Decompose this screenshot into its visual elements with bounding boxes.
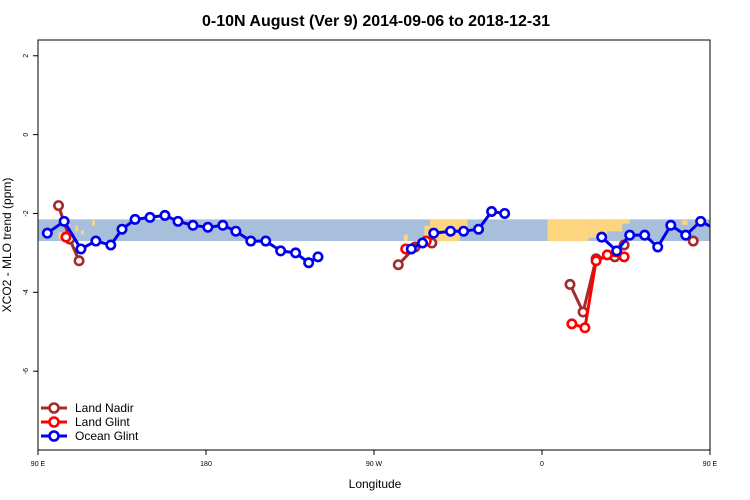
land-patch [92,220,95,226]
data-point-ocean-glint [405,243,417,255]
legend-item-land-nadir: Land Nadir [41,401,134,415]
data-point-ocean-glint [116,223,128,235]
legend-marker-ocean-glint [48,430,60,442]
legend: Land Nadir Land Glint Ocean Glint [41,401,139,443]
data-point-ocean-glint [159,209,171,221]
y-tick-label: 2 [23,54,30,58]
data-point-land-nadir [726,201,734,209]
land-patch [80,230,84,235]
data-point-land-glint [566,318,578,330]
data-point-ocean-glint [129,213,141,225]
data-point-ocean-glint [596,231,608,243]
y-axis: 2 0 -2 -4 -6 [23,54,38,374]
land-patch [424,225,430,242]
y-axis-label: XCO2 - MLO trend (ppm) [0,178,14,313]
x-tick-label: 90 E [703,461,718,468]
legend-item-ocean-glint: Ocean Glint [41,429,139,443]
data-point-land-glint [601,249,613,261]
data-point-land-glint [590,255,602,267]
data-point-ocean-glint [217,219,229,231]
data-point-ocean-glint [90,235,102,247]
data-point-ocean-glint [144,211,156,223]
x-axis: 90 E 180 90 W 0 90 E [31,450,718,468]
series-ocean-glint [41,205,719,269]
data-point-ocean-glint [41,227,53,239]
data-point-ocean-glint [428,227,440,239]
data-point-ocean-glint [624,229,636,241]
data-point-land-nadir [73,255,85,267]
x-tick-label: 0 [540,461,544,468]
data-point-land-nadir [53,200,65,212]
y-tick-label: 0 [23,133,30,137]
x-tick-label: 90 E [31,461,46,468]
data-point-land-nadir [392,259,404,271]
data-point-ocean-glint [187,219,199,231]
x-tick-label: 180 [200,461,212,468]
data-point-ocean-glint [245,235,257,247]
legend-item-land-glint: Land Glint [41,415,130,429]
data-point-ocean-glint [473,223,485,235]
land-patch [731,232,735,239]
data-point-ocean-glint [486,205,498,217]
data-point-ocean-glint [58,215,70,227]
data-point-land-glint [579,322,591,334]
data-point-ocean-glint [275,245,287,257]
land-patch [622,219,630,224]
data-point-ocean-glint [202,221,214,233]
legend-label-land-nadir: Land Nadir [75,401,134,415]
data-point-ocean-glint [499,207,511,219]
y-tick-label: -4 [23,289,30,295]
data-point-land-glint [618,251,630,263]
data-point-ocean-glint [711,225,719,233]
data-point-land-nadir [564,278,576,290]
x-tick-label: 90 W [366,461,383,468]
data-point-ocean-glint [260,235,272,247]
series-line-land-nadir [731,206,750,261]
land-patch [682,220,688,225]
land-patch [75,225,79,232]
data-point-ocean-glint [611,245,623,257]
data-point-ocean-glint [230,225,242,237]
land-patch [403,234,408,242]
data-point-ocean-glint [75,243,87,255]
y-tick-label: -2 [23,210,30,216]
series-land-glint [60,231,742,334]
land-patch [58,232,63,239]
data-point-ocean-glint [695,215,707,227]
x-axis-label: Longitude [349,477,402,491]
data-point-ocean-glint [639,229,651,241]
data-point-ocean-glint [680,229,692,241]
y-tick-label: -6 [23,368,30,374]
data-point-ocean-glint [665,219,677,231]
data-point-ocean-glint [417,237,429,249]
data-point-ocean-glint [105,239,117,251]
land-patch [736,224,742,231]
legend-marker-land-glint [48,416,60,428]
data-point-land-nadir [687,235,699,247]
data-point-land-glint [60,231,72,243]
data-point-ocean-glint [303,257,315,269]
land-patch [607,219,623,232]
series-layer [41,200,750,334]
legend-marker-land-nadir [48,402,60,414]
chart-title: 0-10N August (Ver 9) 2014-09-06 to 2018-… [202,13,550,30]
data-point-land-nadir [738,235,746,243]
data-point-ocean-glint [445,225,457,237]
data-point-land-glint [734,233,742,241]
legend-label-land-glint: Land Glint [75,415,130,429]
data-point-ocean-glint [652,241,664,253]
data-point-ocean-glint [290,247,302,259]
series-land-nadir [53,200,750,318]
legend-label-ocean-glint: Ocean Glint [75,429,139,443]
data-point-ocean-glint [458,225,470,237]
land-patch [547,219,589,242]
data-point-ocean-glint [172,215,184,227]
data-point-ocean-glint [312,251,324,263]
